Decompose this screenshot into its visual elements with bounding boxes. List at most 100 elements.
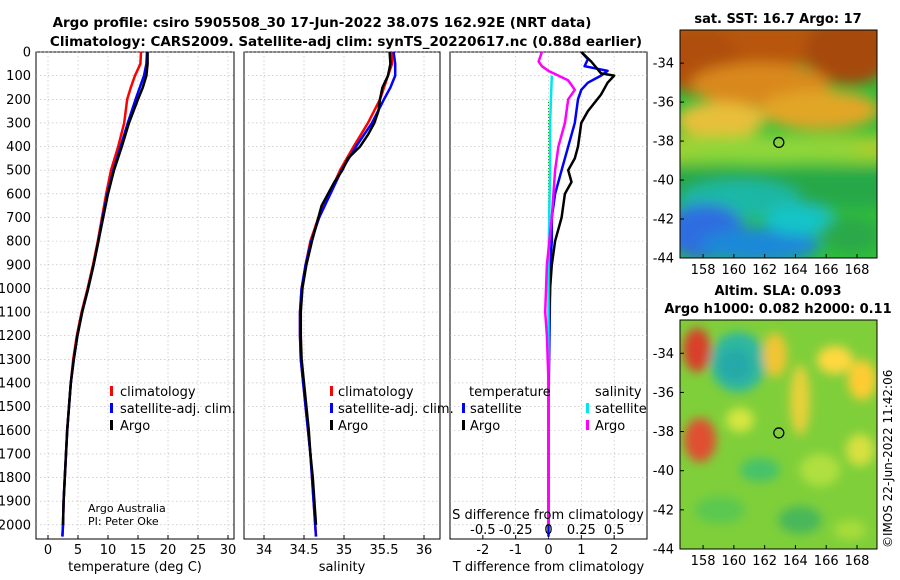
map-xtick-label: 164 [783,263,808,278]
s-tick-label: 0 [544,523,552,538]
ytick-label: 1700 [0,447,31,462]
sla-map-title-line1: Altim. SLA: 0.093 [715,284,842,299]
map-xtick-label: 162 [752,554,777,569]
xtick-label: 5 [74,543,82,558]
s-axis-label: S difference from climatology [452,508,644,523]
legend-swatch-satellite [330,403,333,413]
map-ytick-label: -36 [653,96,674,111]
legend-swatch-satellite [110,403,113,413]
map-ytick-label: -40 [653,174,674,189]
xtick-label: 30 [220,543,237,558]
map-xtick-label: 158 [691,263,716,278]
plot-frame [243,51,441,540]
map-ytick-label: -42 [653,503,674,518]
title-line2: Climatology: CARS2009. Satellite-adj cli… [50,34,642,50]
map-xtick-label: 160 [721,263,746,278]
sla-map-frame [679,319,878,550]
legend-label-s-satellite: satellite [595,402,647,417]
salinity-legend: climatology satellite-adj. clim. Argo [330,385,454,434]
credit-line1: Argo Australia [88,502,166,515]
series-line-argo [61,52,149,525]
xtick-label: 20 [160,543,177,558]
xtick-label: 34.5 [290,543,319,558]
ytick-label: 2000 [0,518,31,533]
ytick-label: 100 [6,69,31,84]
legend-label-satellite: satellite-adj. clim. [120,402,236,417]
xtick-label: -1 [509,543,522,558]
ytick-label: 1300 [0,353,31,368]
ytick-label: 500 [6,164,31,179]
difference-legend: temperature salinity satellite Argo sate… [462,385,647,434]
map-xtick-label: 166 [814,554,839,569]
map-ytick-label: -36 [653,386,674,401]
ytick-label: 0 [23,46,31,61]
sst-heatmap [680,30,877,258]
ytick-label: 1100 [0,306,31,321]
map-ytick-label: -44 [653,543,674,558]
s-tick-label: 0.25 [567,523,596,538]
temperature-legend: climatology satellite-adj. clim. Argo [110,385,236,434]
ytick-label: 1900 [0,495,31,510]
x-axis-label: temperature (deg C) [68,560,202,575]
x-axis-label: T difference from climatology [452,560,645,575]
legend-label-argo: Argo [338,419,368,434]
s-tick-label: -0.25 [499,523,533,538]
ytick-label: 900 [6,258,31,273]
ytick-label: 800 [6,235,31,250]
map-xtick-label: 162 [752,263,777,278]
x-axis-label: salinity [319,560,366,575]
legend-label-satellite: satellite-adj. clim. [338,402,454,417]
ytick-label: 1600 [0,424,31,439]
ytick-label: 200 [6,93,31,108]
xtick-label: 15 [130,543,147,558]
imos-stamp: ©IMOS 22-Jun-2022 11:42:06 [881,370,895,548]
legend-title-salinity: salinity [595,385,642,400]
ytick-label: 600 [6,187,31,202]
map-xtick-label: 160 [721,554,746,569]
map-xtick-label: 168 [845,554,870,569]
sla-map-title-line2: Argo h1000: 0.082 h2000: 0.11 [664,302,891,317]
xtick-label: 35.5 [370,543,399,558]
series-line-argo [299,51,392,525]
map-ytick-label: -38 [653,425,674,440]
xtick-label: 34 [256,543,273,558]
s-tick-label: -0.5 [470,523,495,538]
xtick-label: 0 [44,543,52,558]
xtick-label: 2 [610,543,618,558]
salinity-panel: 34 34.5 35 35.5 36 salinity [243,51,441,575]
xtick-label: 25 [190,543,207,558]
map-xtick-label: 158 [691,554,716,569]
series-line-t-argo [547,51,616,525]
xtick-label: 1 [577,543,585,558]
legend-swatch-climatology [330,386,333,396]
map-ytick-label: -38 [653,135,674,150]
sst-map-axes: 158 160 162 164 166 168 -34 -36 -38 -40 -42 -44 [653,57,870,278]
map-xtick-label: 168 [845,263,870,278]
legend-label-s-argo: Argo [595,419,625,434]
ytick-label: 1800 [0,471,31,486]
map-ytick-label: -42 [653,213,674,228]
map-xtick-label: 166 [814,263,839,278]
credit-line2: PI: Peter Oke [88,515,159,528]
ytick-label: 1000 [0,282,31,297]
ytick-label: 1400 [0,376,31,391]
sla-argo-marker [773,427,785,439]
ytick-label: 1200 [0,329,31,344]
ytick-label: 400 [6,140,31,155]
xtick-label: 10 [100,543,117,558]
s-tick-label: 0.5 [604,523,625,538]
difference-panel: -2 -1 0 1 2 T difference from climatology S di… [449,51,648,575]
title-line1: Argo profile: csiro 5905508_30 17-Jun-20… [53,15,592,31]
legend-swatch-s-satellite [586,403,589,413]
legend-label-climatology: climatology [338,385,414,400]
ytick-label: 300 [6,116,31,131]
ytick-label: 1500 [0,400,31,415]
plot-frame [35,51,235,540]
legend-swatch-t-argo [462,420,465,430]
temperature-panel: 0100200300400500600700800900100011001200… [0,46,236,576]
legend-label-climatology: climatology [120,385,196,400]
legend-swatch-t-satellite [462,403,465,413]
legend-swatch-argo [110,420,113,430]
sla-map-axes: 158 160 162 164 166 168 -34 -36 -38 -40 -42 -44 [653,347,870,569]
